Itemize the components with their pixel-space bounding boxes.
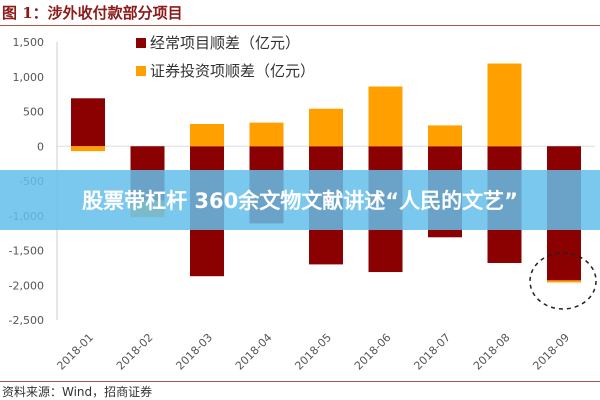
y-tick-label: -1,500	[9, 245, 44, 258]
bottom-divider	[0, 381, 600, 382]
y-tick-label: 0	[37, 140, 44, 153]
bar-current-2018-01	[71, 98, 105, 147]
legend-swatch	[136, 38, 146, 48]
x-tick-label: 2018-04	[233, 331, 275, 373]
y-tick-label: 1,500	[13, 36, 45, 49]
y-tick-label: 1,000	[13, 71, 45, 84]
source-note: 资料来源：Wind，招商证券	[2, 385, 153, 399]
annotation-circle	[529, 252, 597, 310]
chart-title: 图 1：涉外收付款部分项目	[2, 4, 183, 22]
y-tick-label: 500	[23, 106, 44, 119]
x-tick-label: 2018-07	[411, 331, 453, 373]
x-tick-label: 2018-02	[114, 331, 156, 373]
bar-securities-2018-07	[428, 125, 462, 147]
y-tick-label: -2,000	[9, 279, 44, 292]
bar-securities-2018-04	[249, 122, 284, 147]
legend-label: 经常项目顺差（亿元）	[150, 34, 300, 52]
x-tick-label: 2018-05	[292, 331, 334, 373]
bar-securities-2018-01	[71, 146, 105, 152]
bar-securities-2018-08	[487, 63, 522, 147]
bar-securities-2018-03	[190, 124, 224, 147]
x-tick-label: 2018-01	[54, 331, 96, 373]
x-tick-label: 2018-06	[352, 331, 394, 373]
x-tick-label: 2018-09	[530, 331, 572, 373]
legend-label: 证券投资项顺差（亿元）	[150, 62, 315, 80]
x-tick-label: 2018-08	[471, 331, 513, 373]
bar-securities-2018-06	[368, 86, 403, 147]
bar-securities-2018-09	[547, 280, 581, 283]
legend-swatch	[136, 66, 146, 76]
top-divider	[0, 25, 600, 26]
overlay-banner[interactable]: 股票带杠杆 360余文物文献讲述“人民的文艺”	[0, 170, 600, 230]
x-tick-label: 2018-03	[173, 331, 215, 373]
y-tick-label: -2,500	[9, 314, 44, 327]
bar-securities-2018-05	[309, 108, 343, 147]
